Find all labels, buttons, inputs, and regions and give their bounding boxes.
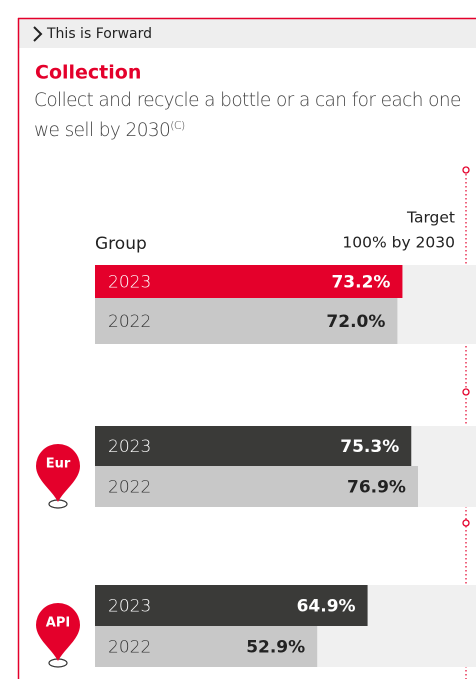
chart-title: Group bbox=[95, 234, 147, 254]
description: Collect and recycle a bottle or a can fo… bbox=[34, 88, 476, 143]
pin bbox=[36, 444, 80, 509]
bar bbox=[95, 426, 412, 466]
value-label: 76.9% bbox=[347, 478, 406, 498]
category-label: 2022 bbox=[108, 638, 151, 658]
bar bbox=[95, 298, 398, 344]
chart-title: API bbox=[46, 616, 70, 631]
panel bbox=[18, 18, 476, 679]
footnote: (C) bbox=[170, 119, 185, 132]
target-dot bbox=[462, 519, 470, 527]
description-text: Collect and recycle a bottle or a can fo… bbox=[34, 90, 461, 142]
pin bbox=[36, 603, 80, 668]
bar bbox=[95, 585, 368, 626]
category-label: 2022 bbox=[108, 312, 151, 332]
value-label: 73.2% bbox=[331, 273, 390, 293]
target-dot bbox=[462, 166, 470, 174]
category-label: 2023 bbox=[108, 437, 151, 457]
value-label: 75.3% bbox=[340, 437, 399, 457]
description-box: Collect and recycle a bottle or a can fo… bbox=[34, 88, 476, 143]
target-dot bbox=[462, 388, 470, 396]
target-text: 100% by 2030 bbox=[342, 234, 455, 252]
heading: Collection bbox=[35, 62, 141, 84]
value-label: 64.9% bbox=[297, 597, 356, 617]
value-label: 72.0% bbox=[326, 312, 385, 332]
bar bbox=[95, 466, 418, 507]
value-label: 52.9% bbox=[246, 638, 305, 658]
header-band bbox=[19, 19, 476, 48]
bar bbox=[95, 265, 403, 298]
chart-title: Eur bbox=[46, 457, 71, 472]
chevron bbox=[33, 26, 43, 42]
header-title: This is Forward bbox=[46, 26, 152, 42]
category-label: 2022 bbox=[108, 478, 151, 498]
category-label: 2023 bbox=[108, 273, 151, 293]
category-label: 2023 bbox=[108, 597, 151, 617]
target-label: Target bbox=[406, 209, 455, 227]
bar bbox=[95, 626, 318, 667]
